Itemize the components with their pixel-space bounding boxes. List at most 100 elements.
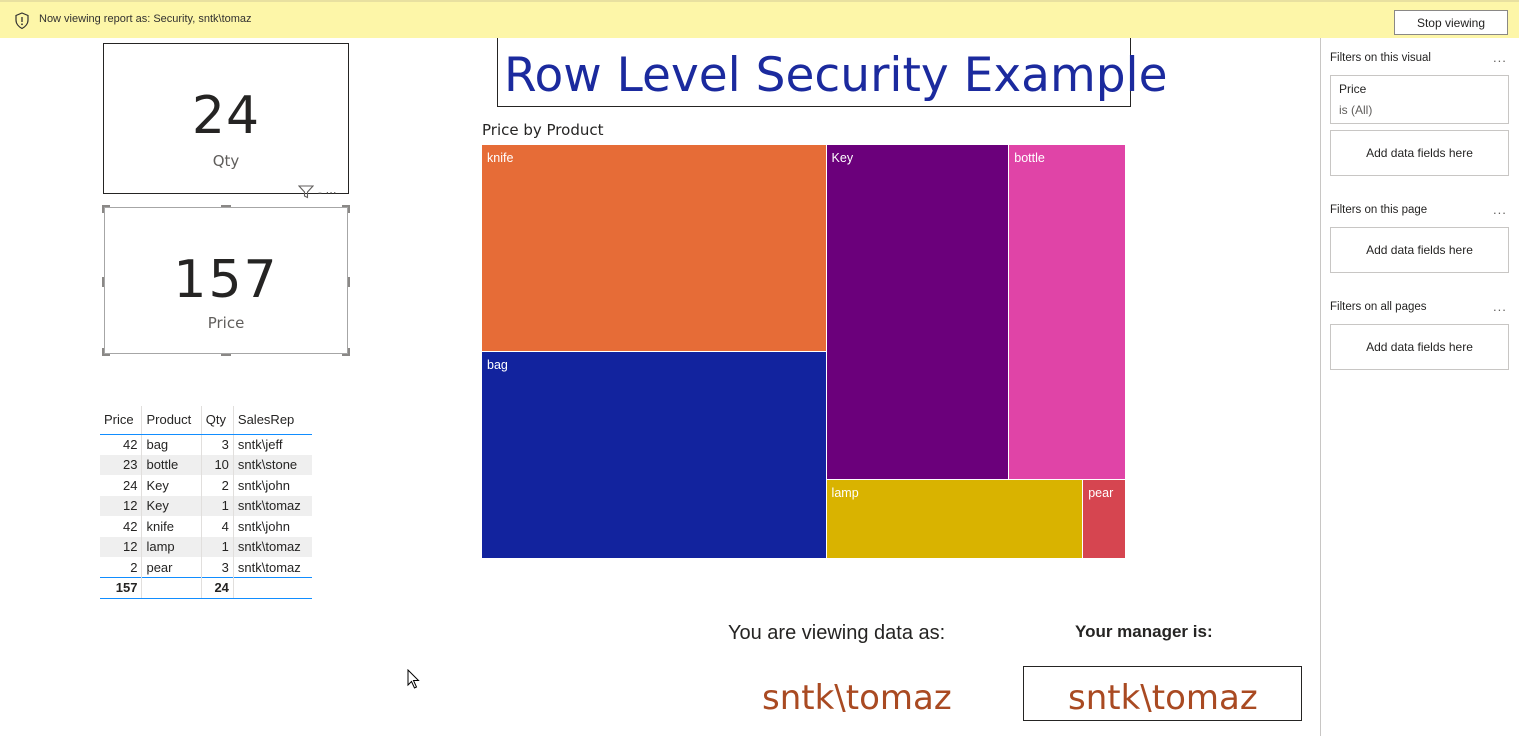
report-title-box: Row Level Security Example — [497, 38, 1168, 107]
table-cell: sntk\stone — [233, 454, 312, 475]
table-row[interactable]: 23 bottle 10 sntk\stone — [100, 454, 312, 475]
more-options-icon[interactable]: - ⋯ — [318, 185, 337, 199]
table-row[interactable]: 42 knife 4 sntk\john — [100, 516, 312, 537]
resize-handle[interactable] — [348, 205, 350, 213]
tile-label: knife — [487, 151, 514, 165]
table-cell: 12 — [100, 536, 143, 557]
column-header[interactable]: Qty — [201, 406, 234, 435]
more-options-icon[interactable]: ... — [1493, 50, 1507, 65]
treemap-tile-pear[interactable]: pear — [1083, 479, 1126, 559]
column-header[interactable]: SalesRep — [233, 406, 312, 435]
table-cell: 1 — [201, 495, 234, 516]
qty-card[interactable]: 24 Qty — [103, 43, 349, 194]
table-cell: 12 — [100, 495, 143, 516]
table-cell: 3 — [201, 434, 234, 455]
table-header-row: Price Product Qty SalesRep — [100, 406, 312, 435]
total-qty: 24 — [201, 577, 234, 599]
table-cell: Key — [141, 495, 202, 516]
filters-page-title: Filters on this page — [1330, 204, 1428, 216]
price-value: 157 — [173, 250, 279, 310]
table-cell: 24 — [100, 475, 143, 496]
filter-icon[interactable] — [298, 185, 314, 199]
table-cell: bottle — [141, 454, 202, 475]
viewing-as-value: sntk\tomaz — [762, 678, 952, 718]
table-row[interactable]: 24 Key 2 sntk\john — [100, 475, 312, 496]
price-treemap[interactable]: knife bag Key bottle lamp pear — [482, 145, 1126, 559]
table-cell: 2 — [100, 557, 143, 578]
more-options-icon[interactable]: ... — [1493, 299, 1507, 314]
add-all-pages-filter-field[interactable]: Add data fields here — [1330, 324, 1509, 370]
filters-all-title: Filters on all pages — [1330, 301, 1427, 313]
price-card[interactable]: 157 Price — [104, 207, 348, 354]
more-options-icon[interactable]: ... — [1493, 202, 1507, 217]
table-cell: 10 — [201, 454, 234, 475]
visual-header: - ⋯ — [298, 184, 336, 200]
treemap-tile-bag[interactable]: bag — [482, 352, 827, 559]
table-row[interactable]: 12 lamp 1 sntk\tomaz — [100, 536, 312, 557]
stop-viewing-button[interactable]: Stop viewing — [1394, 10, 1508, 35]
table-cell: 42 — [100, 434, 143, 455]
table-cell: bag — [141, 434, 202, 455]
table-cell — [233, 577, 312, 599]
filters-visual-title: Filters on this visual — [1330, 52, 1431, 64]
table-cell: sntk\john — [237, 518, 290, 534]
chart-title: Price by Product — [482, 121, 604, 139]
banner-message: Now viewing report as: Security, sntk\to… — [39, 13, 252, 25]
tile-label: Key — [831, 151, 854, 165]
table-total-row: 157 24 — [100, 577, 312, 599]
table-cell: pear — [141, 557, 202, 578]
add-visual-filter-field[interactable]: Add data fields here — [1330, 130, 1509, 176]
viewing-as-label: You are viewing data as: — [728, 622, 946, 644]
filter-field-name: Price — [1339, 82, 1367, 96]
table-cell: sntk\john — [237, 477, 290, 493]
column-header[interactable]: Price — [100, 406, 143, 435]
mouse-cursor-icon — [407, 669, 420, 689]
total-price: 157 — [100, 577, 143, 599]
table-cell: 3 — [201, 557, 234, 578]
treemap-tile-lamp[interactable]: lamp — [826, 479, 1084, 559]
resize-handle[interactable] — [342, 354, 350, 356]
add-page-filter-field[interactable]: Add data fields here — [1330, 227, 1509, 273]
tile-label: pear — [1088, 485, 1114, 500]
tile-label: bottle — [1014, 151, 1045, 165]
resize-handle[interactable] — [342, 205, 350, 207]
report-title: Row Level Security Example — [504, 48, 1168, 103]
table-row[interactable]: 12 Key 1 sntk\tomaz — [100, 495, 312, 516]
table-cell: sntk\tomaz — [233, 495, 312, 516]
resize-handle[interactable] — [102, 354, 110, 356]
table-cell: 1 — [201, 536, 234, 557]
filters-pane: Filters on this visual ... Price is (All… — [1320, 38, 1519, 736]
table-cell: knife — [141, 516, 202, 537]
table-cell: 42 — [100, 516, 143, 537]
table-cell: sntk\tomaz — [233, 536, 312, 557]
resize-handle[interactable] — [348, 348, 350, 356]
resize-handle[interactable] — [102, 205, 104, 213]
shield-icon — [15, 12, 29, 30]
sales-table[interactable]: Price Product Qty SalesRep 42 bag 3 sntk… — [100, 406, 312, 599]
treemap-tile-knife[interactable]: knife — [482, 145, 827, 352]
table-row[interactable]: 42 bag 3 sntk\jeff — [100, 434, 312, 455]
treemap-tile-bottle[interactable]: bottle — [1009, 145, 1126, 480]
table-cell: 4 — [201, 516, 234, 537]
manager-value: sntk\tomaz — [1068, 678, 1258, 718]
table-cell: Key — [141, 475, 202, 496]
price-filter-card[interactable]: Price is (All) — [1330, 75, 1509, 124]
table-cell: 2 — [201, 475, 234, 496]
resize-handle[interactable] — [102, 348, 104, 356]
treemap-tile-key[interactable]: Key — [826, 145, 1010, 480]
filter-field-value: is (All) — [1339, 103, 1373, 117]
table-cell — [141, 577, 202, 599]
price-label: Price — [207, 314, 245, 332]
resize-handle[interactable] — [102, 205, 110, 207]
resize-handle[interactable] — [221, 354, 231, 356]
qty-value: 24 — [191, 86, 261, 146]
table-cell: sntk\tomaz — [237, 559, 301, 575]
table-row[interactable]: 2 pear 3 sntk\tomaz — [100, 557, 312, 578]
rls-banner: Now viewing report as: Security, sntk\to… — [0, 0, 1519, 38]
resize-handle[interactable] — [348, 277, 350, 287]
manager-card: sntk\tomaz — [1023, 666, 1302, 721]
resize-handle[interactable] — [221, 205, 231, 207]
resize-handle[interactable] — [102, 277, 104, 287]
column-header[interactable]: Product — [141, 406, 202, 435]
tile-label: bag — [487, 358, 508, 372]
